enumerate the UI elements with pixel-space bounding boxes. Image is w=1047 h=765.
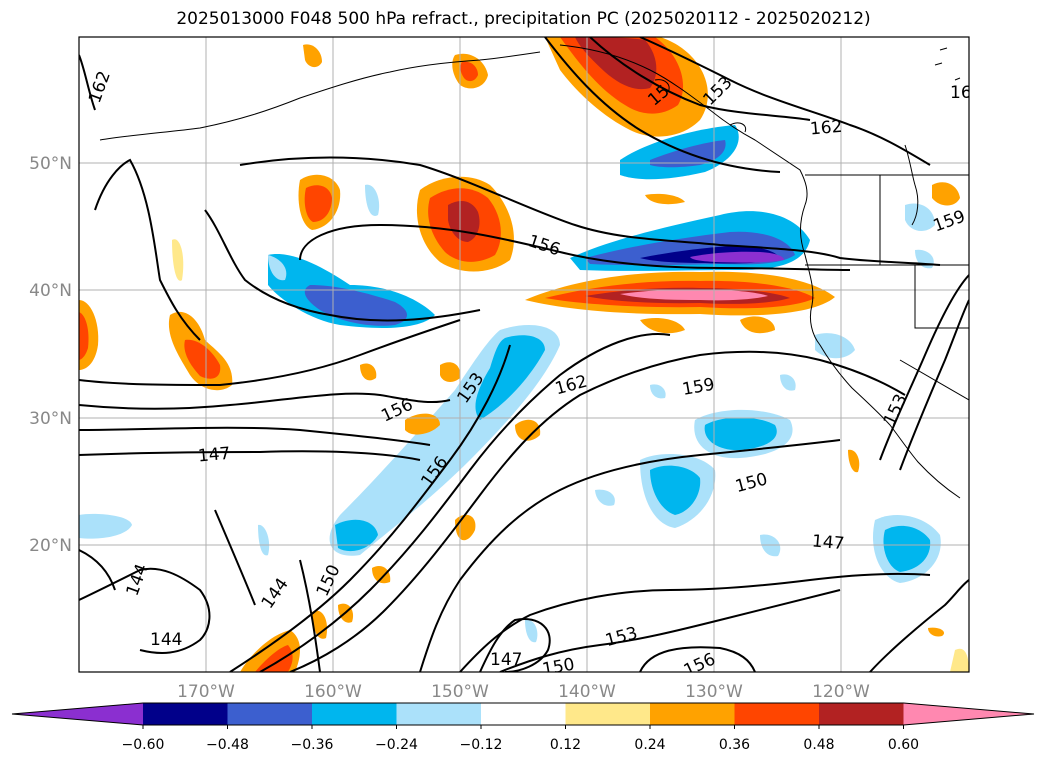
negative-area-115w-20n-core	[883, 525, 931, 572]
positive-band-40n-peak	[620, 289, 768, 301]
colorbar-tick-label: 0.60	[888, 737, 919, 753]
contour-label: 144	[150, 630, 182, 650]
lat-label: 30°N	[29, 409, 72, 429]
positive-area-165w-12n-core	[255, 645, 293, 672]
lat-label: 20°N	[29, 536, 72, 556]
negative-area-165w-19n	[258, 524, 270, 556]
colorbar-tick-label: −0.24	[375, 737, 418, 753]
positive-area-158w-58n	[303, 44, 322, 68]
colorbar-extend-high	[903, 703, 1034, 725]
map-gridlines	[79, 37, 969, 672]
negative-area-158w-48n	[365, 184, 380, 216]
coastlines	[99, 44, 969, 499]
contour-label: 162	[950, 83, 982, 103]
positive-area-123w-38n	[740, 316, 775, 334]
positive-area-145w-27n	[515, 419, 541, 441]
lon-label: 160°W	[304, 682, 362, 702]
positive-area-150w-45n-peak	[448, 200, 480, 242]
colorbar-tick-label: 0.12	[550, 737, 581, 753]
latitude-labels: 50°N 40°N 30°N 20°N	[29, 154, 72, 556]
lon-label: 130°W	[685, 682, 743, 702]
map-title: 2025013000 F048 500 hPa refract., precip…	[176, 9, 871, 29]
colorbar-tick-label: −0.36	[291, 737, 334, 753]
colorbar-tick-label: −0.60	[122, 737, 165, 753]
negative-area-178w-21n	[79, 513, 132, 539]
positive-area-155w-28n	[405, 413, 440, 435]
map-content: 162 162 162 162 156 156 156 153 153 159 …	[79, 37, 982, 680]
positive-area-148w-33n	[440, 362, 461, 382]
positive-area-140w-58n-peak	[575, 37, 657, 90]
colorbar-swatch	[481, 703, 566, 725]
colorbar-swatch	[312, 703, 397, 725]
colorbar-extend-low	[12, 703, 143, 725]
negative-area-125w-33n	[780, 374, 796, 391]
contour-label: 147	[490, 650, 522, 670]
positive-area-138w-37n	[640, 318, 685, 334]
negative-area-160w-core	[304, 285, 408, 326]
negative-area-158w-22n	[335, 519, 378, 552]
negative-area-146w-12n	[525, 619, 538, 643]
colorbar-swatch	[819, 703, 904, 725]
positive-area-117w-25n	[848, 449, 860, 473]
colorbar-ticks	[142, 725, 904, 729]
longitude-labels: 170°W 160°W 150°W 140°W 130°W 120°W	[177, 682, 870, 702]
lon-label: 140°W	[558, 682, 616, 702]
positive-area-152w-57n-core	[460, 61, 478, 82]
positive-area-153w-20n	[372, 565, 391, 584]
colorbar-tick-label: 0.36	[719, 737, 750, 753]
colorbar-swatch	[143, 703, 228, 725]
map-frame	[78, 36, 970, 673]
lon-label: 150°W	[431, 682, 489, 702]
colorbar-tick-label: −0.12	[460, 737, 503, 753]
positive-area-165w-43n	[172, 239, 184, 281]
colorbar: −0.60 −0.48 −0.36 −0.24 −0.12 0.12 0.24 …	[11, 702, 1035, 753]
positive-area-left-edge-core	[79, 312, 89, 360]
colorbar-swatch	[734, 703, 819, 725]
colorbar-swatch	[227, 703, 312, 725]
lon-label: 170°W	[177, 682, 235, 702]
negative-area-130w-35n	[815, 333, 855, 359]
positive-area-162w-core	[304, 185, 332, 222]
refractivity-contours	[79, 37, 969, 672]
negative-area-164w-42n	[268, 255, 287, 281]
colorbar-swatch	[396, 703, 481, 725]
colorbar-tick-label: 0.24	[634, 737, 665, 753]
contour-label: 150	[541, 655, 576, 680]
positive-area-154w-31n	[360, 363, 377, 381]
positive-area-115w-13n	[928, 627, 945, 637]
positive-area-168w-35n-core	[184, 339, 221, 379]
lat-label: 50°N	[29, 154, 72, 174]
positive-area-117w-47n	[932, 182, 960, 206]
precipitation-field	[79, 37, 969, 672]
negative-area-138w-33n	[650, 384, 666, 399]
negative-area-130w-30n-core	[704, 417, 777, 451]
colorbar-swatch	[650, 703, 735, 725]
lon-label: 120°W	[812, 682, 870, 702]
positive-area-bottom-right	[950, 648, 969, 672]
positive-area-140w-45n	[645, 193, 685, 205]
colorbar-tick-label: −0.48	[206, 737, 249, 753]
colorbar-swatch	[565, 703, 650, 725]
contour-label: 147	[197, 444, 231, 467]
contour-label: 147	[811, 531, 845, 554]
contour-label: 162	[809, 117, 843, 140]
contour-labels: 162 162 162 162 156 156 156 153 153 159 …	[85, 69, 982, 680]
negative-band-diagonal-core	[475, 335, 545, 420]
negative-area-142w-25n	[595, 489, 615, 506]
colorbar-tick-label: 0.48	[803, 737, 834, 753]
negative-area-135w-25n-core	[650, 465, 701, 515]
lat-label: 40°N	[29, 281, 72, 301]
